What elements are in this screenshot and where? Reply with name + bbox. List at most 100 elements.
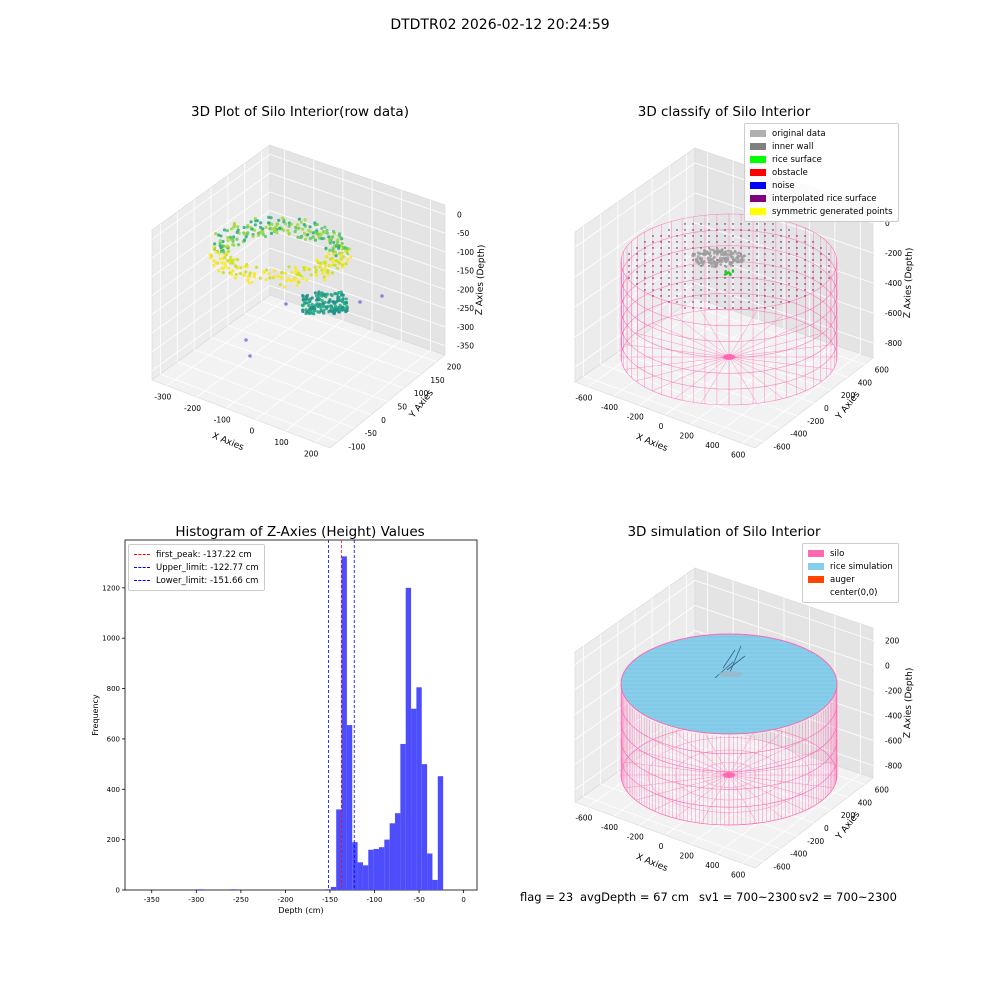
p2-ytick-label: -600 <box>773 443 790 452</box>
p2-interpolated-point <box>780 301 782 303</box>
p2-silo-floor-spoke <box>728 315 784 358</box>
p2-interpolated-point <box>812 247 814 249</box>
p1-point <box>290 270 294 275</box>
p1-point <box>253 223 257 227</box>
p2-interpolated-point <box>796 295 798 297</box>
p1-point <box>287 224 291 228</box>
legend-center: center(0,0) <box>808 586 893 599</box>
p1-point <box>305 267 309 271</box>
p1-point <box>253 216 257 221</box>
p2-interpolated-point <box>748 229 750 231</box>
p1-point <box>306 233 310 237</box>
p1-point <box>218 257 223 261</box>
p1-point <box>272 269 276 273</box>
p1-point <box>233 224 237 228</box>
p1-gridline-y <box>176 211 355 429</box>
p1-ytick-label: -50 <box>365 429 377 438</box>
p1-point <box>233 276 237 280</box>
p2-interpolated-point <box>764 295 766 297</box>
p1-point <box>301 298 305 302</box>
p1-point <box>340 244 344 248</box>
legend-swatch <box>808 550 824 557</box>
p1-xtick-label: 200 <box>304 449 319 458</box>
p1-point <box>322 275 326 279</box>
p2-silo-floor-spoke <box>624 356 730 370</box>
p2-gridline-y <box>583 226 764 442</box>
p2-interpolated-point <box>724 307 726 309</box>
p1-point <box>332 240 336 245</box>
p3-bar <box>330 886 337 890</box>
p1-point <box>323 225 327 229</box>
p1-point <box>272 275 276 279</box>
p3-bar <box>362 865 369 890</box>
p4-ztick-label: -800 <box>885 762 902 771</box>
p2-interpolated-point <box>628 265 630 267</box>
p2-gridline-x <box>613 160 734 397</box>
p2-interpolated-point <box>812 265 814 267</box>
p2-interpolated-point <box>692 229 694 231</box>
p2-interpolated-point <box>708 235 710 237</box>
p2-interpolated-point <box>756 277 758 279</box>
p1-point <box>344 300 349 305</box>
p2-original-point <box>719 256 722 260</box>
p2-original-point <box>703 249 706 253</box>
p2-interpolated-point <box>708 283 710 285</box>
p1-point <box>231 236 235 240</box>
p1-point <box>314 238 318 242</box>
p2-interpolated-point <box>764 259 766 261</box>
p1-point <box>235 237 239 241</box>
p1-point <box>252 271 257 276</box>
p1-point <box>330 235 335 239</box>
panel3-histogram: -350 -300 -250 -200 -150 -100 -50 0 0 200 400 600 80… <box>91 539 478 915</box>
p1-point <box>244 270 248 274</box>
p4-xtick-label: 600 <box>731 870 746 879</box>
p4-xtick-label: 0 <box>659 842 664 851</box>
legend-auger: auger <box>808 573 893 586</box>
p1-point <box>333 301 337 305</box>
p4-gridline-x <box>741 623 861 864</box>
p2-interpolated-point <box>772 241 774 243</box>
p3-ytick-label: 800 <box>107 685 120 693</box>
p2-original-point <box>707 258 711 262</box>
p1-point <box>313 265 317 269</box>
p2-interpolated-point <box>788 295 790 297</box>
p2-interpolated-point <box>748 301 750 303</box>
p1-gridline-z <box>151 247 446 334</box>
legend-swatch <box>750 182 766 189</box>
panel4-legend: silo rice simulation auger center(0,0) <box>802 543 899 603</box>
p2-interpolated-point <box>764 241 766 243</box>
p2-interpolated-point <box>812 259 814 261</box>
p1-point <box>323 278 327 282</box>
p2-interpolated-point <box>788 241 790 243</box>
p2-interpolated-point <box>756 301 758 303</box>
p2-ztick-label: -200 <box>885 249 902 258</box>
p1-point <box>264 268 269 272</box>
p2-interpolated-point <box>764 283 766 285</box>
p1-point <box>244 235 248 239</box>
p2-original-point <box>717 249 721 253</box>
p1-point <box>252 228 257 232</box>
p1-point <box>222 250 226 254</box>
p1-point <box>285 278 289 283</box>
p1-point <box>222 228 227 232</box>
p1-point <box>313 221 317 225</box>
p2-ztick-label: -400 <box>885 279 902 288</box>
p1-point <box>293 229 297 234</box>
p2-interpolated-point <box>652 241 654 243</box>
p2-interpolated-point <box>692 241 694 243</box>
p2-ytick-label: 0 <box>824 404 829 413</box>
p2-interpolated-point <box>764 277 766 279</box>
p1-point <box>212 263 216 267</box>
p1-point <box>218 239 222 243</box>
footer-sv2: sv2 = 700~2300 <box>799 890 897 904</box>
p1-point <box>242 273 246 277</box>
p2-interpolated-point <box>636 259 638 261</box>
p2-interpolated-point <box>652 271 654 273</box>
p2-interpolated-point <box>700 241 702 243</box>
p2-interpolated-point <box>764 307 766 309</box>
p1-point <box>334 259 339 263</box>
p1-point <box>264 277 268 282</box>
p2-interpolated-point <box>764 301 766 303</box>
p2-interpolated-point <box>772 289 774 291</box>
p2-interpolated-point <box>828 265 830 267</box>
